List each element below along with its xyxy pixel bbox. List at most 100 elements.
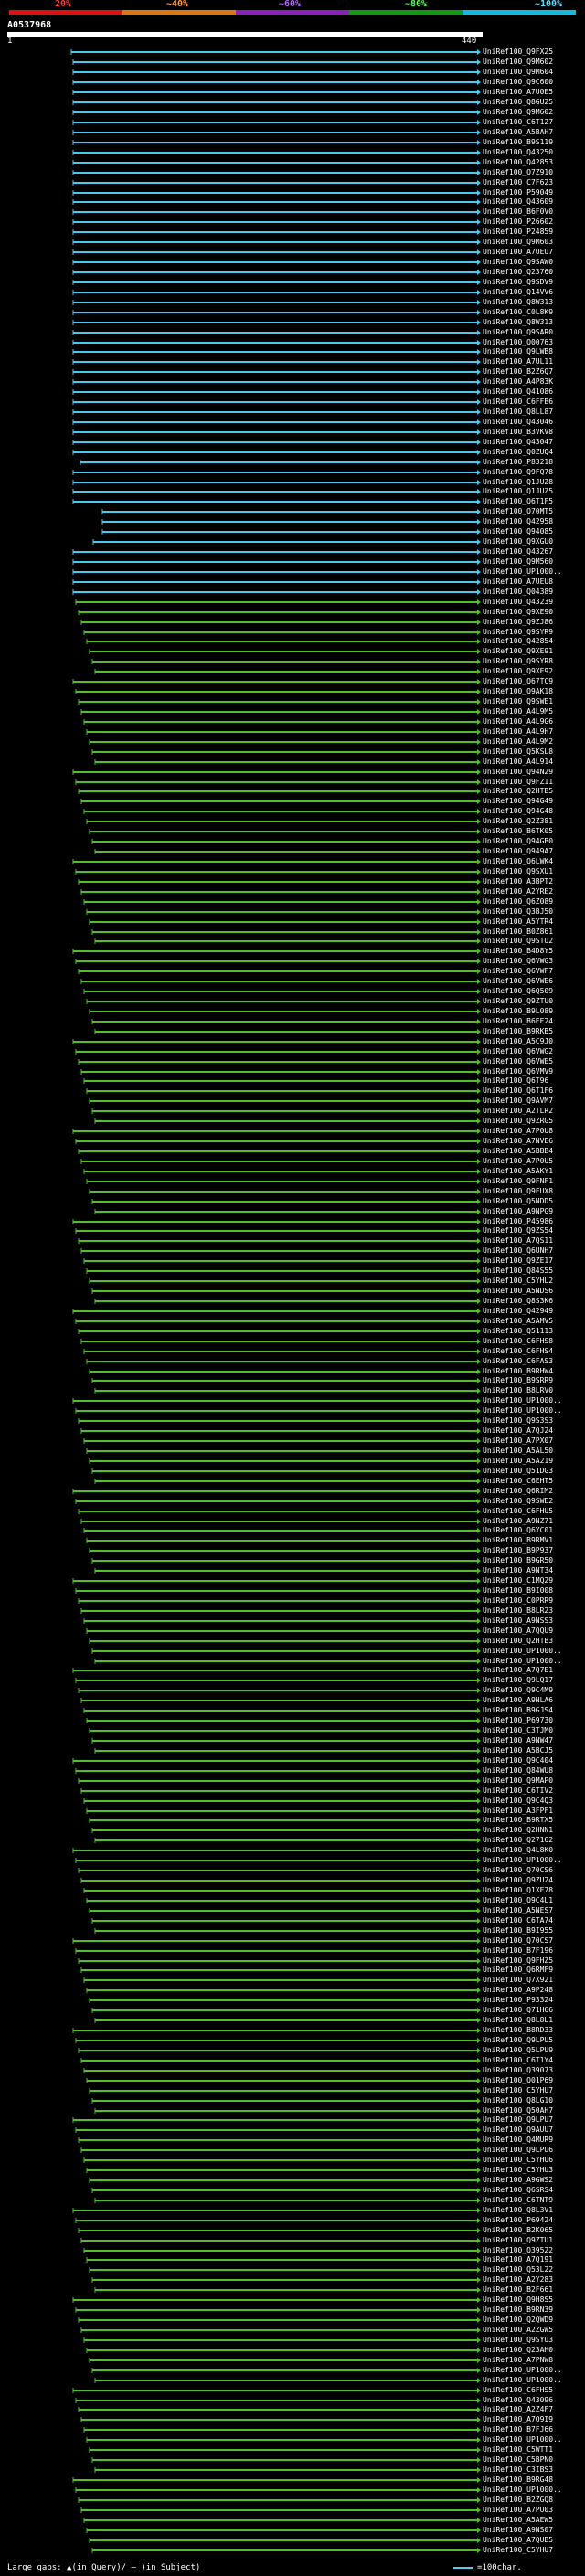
hit-label[interactable]: UniRef100_B2Z6Q7 [483,367,554,376]
hit-label[interactable]: UniRef100_Q949A7 [483,847,554,855]
hit-label[interactable]: UniRef100_Q8W313 [483,298,554,306]
hit-label[interactable]: UniRef100_P69730 [483,1716,554,1724]
hit-label[interactable]: UniRef100_Q9M560 [483,557,554,566]
hit-label[interactable]: UniRef100_A2Z4F7 [483,2405,554,2413]
hit-label[interactable]: UniRef100_Q43239 [483,598,554,606]
hit-label[interactable]: UniRef100_Q9M602 [483,58,554,66]
hit-label[interactable]: UniRef100_Q53L22 [483,2265,554,2274]
hit-label[interactable]: UniRef100_B9I008 [483,1586,554,1595]
hit-label[interactable]: UniRef100_Q6LWK4 [483,857,554,865]
hit-label[interactable]: UniRef100_B6TK05 [483,827,554,835]
hit-label[interactable]: UniRef100_UP1000.. [483,2376,562,2384]
hit-label[interactable]: UniRef100_Q43267 [483,547,554,556]
hit-label[interactable]: UniRef100_A7Q191 [483,2255,554,2263]
hit-label[interactable]: UniRef100_Q41086 [483,387,554,396]
hit-label[interactable]: UniRef100_Q2HNN1 [483,1826,554,1834]
hit-label[interactable]: UniRef100_A5AMV5 [483,1317,554,1325]
hit-label[interactable]: UniRef100_B8LR23 [483,1606,554,1615]
hit-label[interactable]: UniRef100_Q39073 [483,2066,554,2074]
hit-label[interactable]: UniRef100_Q6SRS4 [483,2186,554,2194]
hit-label[interactable]: UniRef100_B9SRR9 [483,1376,554,1384]
hit-label[interactable]: UniRef100_C6FFB6 [483,398,554,406]
hit-label[interactable]: UniRef100_A5A219 [483,1457,554,1465]
hit-label[interactable]: UniRef100_A7QS11 [483,1236,554,1245]
hit-label[interactable]: UniRef100_A9NLA6 [483,1696,554,1704]
hit-label[interactable]: UniRef100_Q9H8S5 [483,2295,554,2304]
hit-label[interactable]: UniRef100_C6TNT9 [483,2196,554,2204]
hit-label[interactable]: UniRef100_Q9ZE17 [483,1256,554,1265]
hit-label[interactable]: UniRef100_A9NW47 [483,1736,554,1744]
hit-label[interactable]: UniRef100_C6FHS5 [483,2386,554,2394]
hit-label[interactable]: UniRef100_A7P0U5 [483,1157,554,1165]
hit-label[interactable]: UniRef100_Q94085 [483,527,554,535]
hit-label[interactable]: UniRef100_C6FHU5 [483,1507,554,1515]
hit-label[interactable]: UniRef100_Q9C4M9 [483,1686,554,1694]
hit-label[interactable]: UniRef100_Q9SAW0 [483,258,554,266]
hit-label[interactable]: UniRef100_Q5NDD5 [483,1197,554,1205]
hit-label[interactable]: UniRef100_Q9FX25 [483,48,554,56]
hit-label[interactable]: UniRef100_UP1000.. [483,1856,562,1864]
hit-label[interactable]: UniRef100_Q1JUZ5 [483,487,554,495]
hit-label[interactable]: UniRef100_UP1000.. [483,2366,562,2374]
hit-label[interactable]: UniRef100_A7U0E5 [483,88,554,96]
hit-label[interactable]: UniRef100_A5BAH7 [483,128,554,136]
hit-label[interactable]: UniRef100_B2F661 [483,2285,554,2294]
hit-label[interactable]: UniRef100_Q42854 [483,637,554,645]
hit-label[interactable]: UniRef100_UP1000.. [483,2486,562,2494]
hit-label[interactable]: UniRef100_A4L9G6 [483,717,554,726]
hit-label[interactable]: UniRef100_Q9XE92 [483,667,554,675]
hit-label[interactable]: UniRef100_A7UEU8 [483,578,554,586]
hit-label[interactable]: UniRef100_A9NPG9 [483,1207,554,1215]
hit-label[interactable]: UniRef100_P69424 [483,2216,554,2224]
hit-label[interactable]: UniRef100_A5BCJ5 [483,1746,554,1754]
hit-label[interactable]: UniRef100_Q9SYR8 [483,657,554,665]
hit-label[interactable]: UniRef100_Q8LL87 [483,408,554,416]
hit-label[interactable]: UniRef100_C0PRR9 [483,1596,554,1605]
hit-label[interactable]: UniRef100_Q9SWE2 [483,1497,554,1505]
hit-label[interactable]: UniRef100_C6T1Y4 [483,2056,554,2064]
hit-label[interactable]: UniRef100_A4L9H7 [483,727,554,736]
hit-label[interactable]: UniRef100_Q9ZS54 [483,1226,554,1235]
hit-label[interactable]: UniRef100_Q94N29 [483,768,554,776]
hit-label[interactable]: UniRef100_A9NT34 [483,1566,554,1574]
hit-label[interactable]: UniRef100_Q84WU8 [483,1766,554,1775]
hit-label[interactable]: UniRef100_B9P937 [483,1546,554,1554]
hit-label[interactable]: UniRef100_Q70CS7 [483,1936,554,1945]
hit-label[interactable]: UniRef100_P83218 [483,458,554,466]
hit-label[interactable]: UniRef100_Q9FQ78 [483,468,554,476]
hit-label[interactable]: UniRef100_A9NZ71 [483,1517,554,1525]
hit-label[interactable]: UniRef100_B6F0V0 [483,207,554,216]
hit-label[interactable]: UniRef100_Q3BJ50 [483,907,554,916]
hit-label[interactable]: UniRef100_Q70MT5 [483,507,554,515]
hit-label[interactable]: UniRef100_Q7X921 [483,1976,554,1984]
hit-label[interactable]: UniRef100_Q6YC01 [483,1526,554,1534]
hit-label[interactable]: UniRef100_Q0ZUQ4 [483,448,554,456]
hit-label[interactable]: UniRef100_A7UL11 [483,357,554,366]
hit-label[interactable]: UniRef100_Q9AVM7 [483,1097,554,1105]
hit-label[interactable]: UniRef100_B9RHW4 [483,1367,554,1375]
hit-label[interactable]: UniRef100_B9I955 [483,1926,554,1935]
hit-label[interactable]: UniRef100_Q9M603 [483,238,554,246]
hit-label[interactable]: UniRef100_Q7Z910 [483,168,554,176]
hit-label[interactable]: UniRef100_Q9XE91 [483,647,554,655]
hit-label[interactable]: UniRef100_Q9M602 [483,108,554,116]
hit-label[interactable]: UniRef100_Q50AH7 [483,2106,554,2115]
hit-label[interactable]: UniRef100_B9S119 [483,138,554,146]
hit-label[interactable]: UniRef100_A7QQU9 [483,1627,554,1635]
hit-label[interactable]: UniRef100_Q9ZJ86 [483,618,554,626]
hit-label[interactable]: UniRef100_A7NVE6 [483,1137,554,1145]
hit-label[interactable]: UniRef100_Q9SXU1 [483,867,554,875]
hit-label[interactable]: UniRef100_Q6T1F5 [483,497,554,505]
hit-label[interactable]: UniRef100_Q27162 [483,1836,554,1844]
hit-label[interactable]: UniRef100_P93324 [483,1996,554,2004]
hit-label[interactable]: UniRef100_C3IBS3 [483,2465,554,2474]
hit-label[interactable]: UniRef100_Q9SAR0 [483,328,554,336]
hit-label[interactable]: UniRef100_A2Y283 [483,2275,554,2284]
hit-label[interactable]: UniRef100_A7Q7E1 [483,1666,554,1674]
hit-label[interactable]: UniRef100_A2TLR2 [483,1107,554,1115]
hit-label[interactable]: UniRef100_Q6Z089 [483,897,554,906]
hit-label[interactable]: UniRef100_Q8W313 [483,318,554,326]
hit-label[interactable]: UniRef100_C5BPN0 [483,2455,554,2464]
hit-label[interactable]: UniRef100_A7P0U8 [483,1127,554,1135]
hit-label[interactable]: UniRef100_B0Z861 [483,928,554,936]
